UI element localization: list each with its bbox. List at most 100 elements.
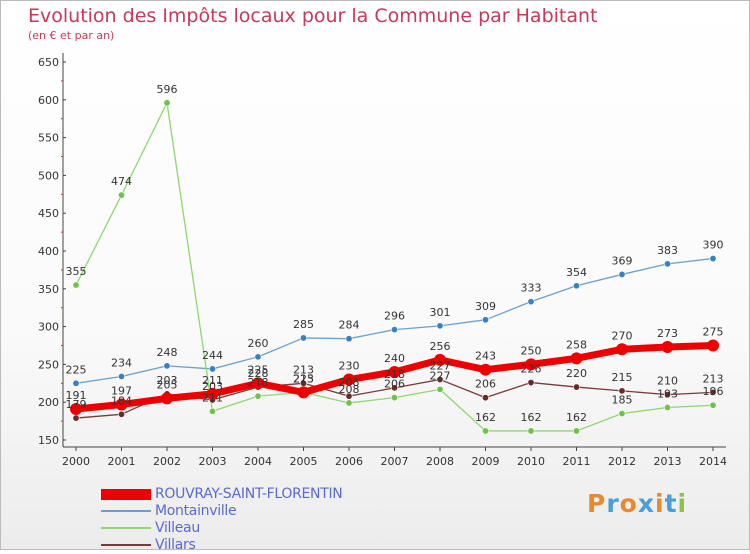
data-point-rouvray-saint-florentin: [206, 387, 219, 400]
data-point-montainville: [209, 365, 217, 373]
data-label-villars: 208: [339, 376, 360, 389]
data-point-rouvray-saint-florentin: [252, 377, 264, 390]
data-label-montainville: 285: [293, 318, 314, 331]
data-label-villars: 228: [248, 367, 269, 380]
legend-swatch-rouvray: [101, 488, 151, 500]
y-tick-label: 300: [38, 321, 59, 334]
data-point-villeau: [163, 99, 171, 107]
data-label-rouvray-saint-florentin: 273: [657, 327, 678, 340]
data-label-montainville: 309: [475, 300, 496, 313]
x-tick-label: 2006: [335, 455, 363, 468]
data-point-villeau: [709, 401, 717, 409]
data-point-rouvray-saint-florentin: [115, 398, 128, 411]
data-point-rouvray-saint-florentin: [297, 386, 310, 399]
data-point-rouvray-saint-florentin: [616, 343, 628, 356]
x-tick-label: 2011: [563, 455, 591, 468]
data-label-montainville: 234: [111, 356, 132, 369]
y-tick-label: 600: [38, 94, 59, 107]
legend-label-villeau: Villeau: [155, 520, 200, 536]
data-point-rouvray-saint-florentin: [525, 358, 537, 371]
data-label-rouvray-saint-florentin: 225: [248, 363, 269, 376]
data-point-montainville: [436, 322, 444, 330]
data-label-villars: 227: [430, 360, 451, 373]
x-tick-label: 2009: [472, 455, 500, 468]
data-label-montainville: 248: [157, 346, 178, 359]
data-label-montainville: 333: [521, 282, 542, 295]
proxiti-logo: Proxiti: [587, 489, 688, 518]
data-label-montainville: 383: [657, 244, 678, 257]
data-labels: 225 234 248 244 260 285 284 296 301 309 333 354 369 3…: [66, 83, 724, 424]
data-label-villars: 213: [703, 372, 724, 385]
data-label-villars: 203: [157, 374, 178, 387]
data-point-rouvray-saint-florentin: [343, 373, 355, 386]
data-label-villeau: 185: [612, 394, 633, 407]
x-tick-label: 2012: [608, 455, 636, 468]
y-tick-label: 350: [38, 283, 59, 296]
data-point-villeau: [390, 394, 398, 402]
data-label-villeau: 193: [657, 387, 678, 400]
data-label-villeau: 162: [521, 411, 542, 424]
data-label-rouvray-saint-florentin: 191: [66, 389, 87, 402]
data-point-montainville: [118, 372, 126, 380]
data-point-villeau: [436, 385, 444, 393]
data-label-villeau: 162: [475, 411, 496, 424]
legend-swatch-montainville: [101, 510, 151, 512]
data-point-rouvray-saint-florentin: [479, 363, 492, 376]
y-tick-label: 500: [38, 169, 59, 182]
data-point-villeau: [527, 427, 535, 435]
data-label-villars: 184: [111, 394, 132, 407]
data-label-rouvray-saint-florentin: 250: [521, 344, 542, 357]
data-point-montainville: [709, 255, 717, 263]
data-label-rouvray-saint-florentin: 225: [293, 372, 314, 385]
data-label-villeau: 355: [66, 265, 87, 278]
data-label-villeau: 211: [202, 391, 223, 404]
data-label-rouvray-saint-florentin: 230: [339, 360, 360, 373]
y-tick-label: 550: [38, 132, 59, 145]
data-label-montainville: 284: [339, 319, 360, 332]
chart-title: Evolution des Impôts locaux pour la Comm…: [28, 5, 598, 27]
data-point-montainville: [663, 260, 671, 268]
data-point-villars: [572, 383, 580, 391]
x-tick-label: 2007: [381, 455, 409, 468]
data-point-montainville: [72, 379, 80, 387]
data-point-villars: [390, 384, 398, 392]
data-label-villeau: 206: [384, 378, 405, 391]
data-label-rouvray-saint-florentin: 205: [157, 378, 178, 391]
x-tick-label: 2014: [699, 455, 727, 468]
data-label-rouvray-saint-florentin: 197: [111, 384, 132, 397]
data-point-villars: [527, 379, 535, 387]
data-point-montainville: [618, 270, 626, 278]
y-tick-label: 150: [38, 434, 59, 447]
chart-subtitle: (en € et par an): [28, 29, 115, 42]
data-point-rouvray-saint-florentin: [707, 339, 719, 352]
data-label-villars: 218: [384, 368, 405, 381]
y-tick-label: 250: [38, 358, 59, 371]
data-label-villars: 220: [566, 367, 587, 380]
data-point-montainville: [481, 316, 489, 324]
data-point-villeau: [618, 410, 626, 418]
data-label-villars: 179: [66, 398, 87, 411]
data-label-montainville: 244: [202, 349, 223, 362]
legend-label-villars: Villars: [155, 537, 196, 553]
data-point-rouvray-saint-florentin: [70, 403, 82, 416]
data-label-rouvray-saint-florentin: 275: [703, 326, 724, 339]
data-label-montainville: 260: [248, 337, 269, 350]
data-point-villeau: [345, 399, 353, 407]
x-tick-label: 2001: [108, 455, 136, 468]
data-label-rouvray-saint-florentin: 270: [612, 329, 633, 342]
data-label-villars: 213: [293, 363, 314, 376]
x-tick-label: 2008: [426, 455, 454, 468]
data-label-montainville: 354: [566, 266, 587, 279]
series-lines: [70, 99, 719, 435]
x-tick-label: 2013: [654, 455, 682, 468]
data-label-villeau: 213: [293, 372, 314, 385]
data-point-montainville: [345, 335, 353, 343]
data-label-villeau: 218: [248, 376, 269, 389]
legend-swatch-villeau: [101, 527, 151, 529]
y-tick-label: 650: [38, 56, 59, 69]
data-label-montainville: 225: [66, 363, 87, 376]
data-point-montainville: [299, 334, 307, 342]
legend-swatch-villars: [101, 544, 151, 546]
data-label-rouvray-saint-florentin: 258: [566, 338, 587, 351]
